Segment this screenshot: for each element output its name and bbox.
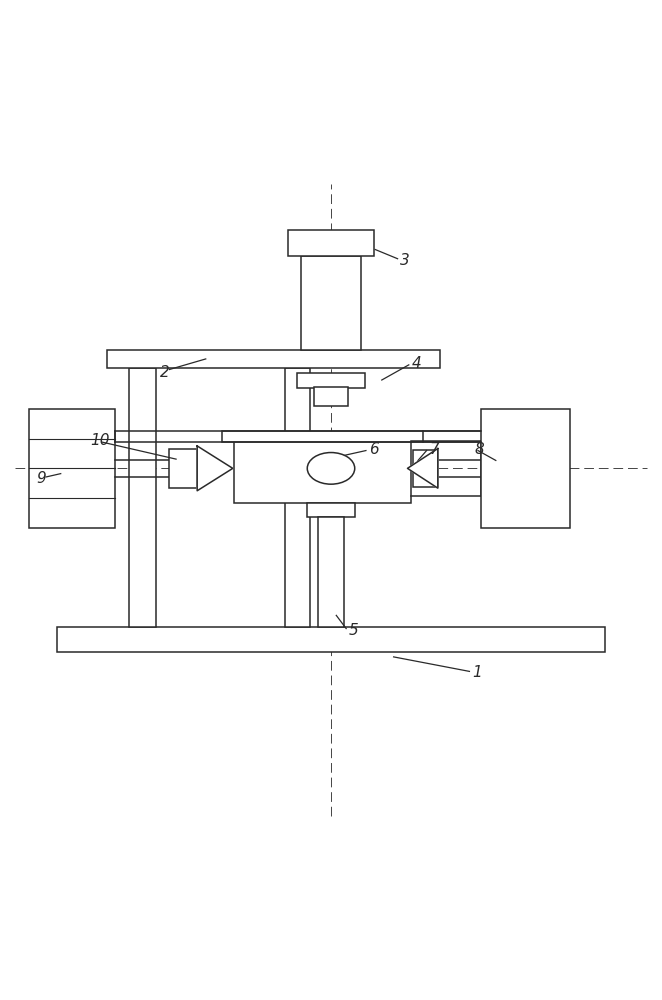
Bar bbox=[301, 256, 361, 350]
Text: 3: 3 bbox=[401, 253, 410, 268]
Bar bbox=[412, 450, 438, 487]
Bar bbox=[288, 230, 374, 256]
Text: 9: 9 bbox=[36, 471, 46, 486]
Text: 5: 5 bbox=[349, 623, 359, 638]
Polygon shape bbox=[408, 449, 438, 488]
Bar bbox=[481, 409, 570, 528]
Ellipse shape bbox=[307, 453, 355, 484]
Bar bbox=[314, 387, 348, 406]
Polygon shape bbox=[197, 446, 233, 491]
Bar bbox=[285, 368, 310, 627]
Bar bbox=[297, 373, 365, 388]
Bar bbox=[58, 627, 604, 652]
Text: 6: 6 bbox=[369, 442, 378, 457]
Text: 8: 8 bbox=[475, 442, 485, 457]
Bar bbox=[169, 449, 197, 488]
Text: 1: 1 bbox=[473, 665, 483, 680]
Bar bbox=[222, 431, 422, 442]
Bar bbox=[307, 503, 355, 517]
Bar bbox=[128, 368, 156, 627]
Bar bbox=[234, 434, 410, 503]
Text: 10: 10 bbox=[91, 433, 110, 448]
Bar bbox=[107, 350, 440, 368]
Text: 7: 7 bbox=[429, 442, 439, 457]
Bar bbox=[318, 517, 344, 627]
Text: 4: 4 bbox=[411, 356, 421, 371]
Text: 2: 2 bbox=[160, 365, 169, 380]
Bar bbox=[29, 409, 115, 528]
